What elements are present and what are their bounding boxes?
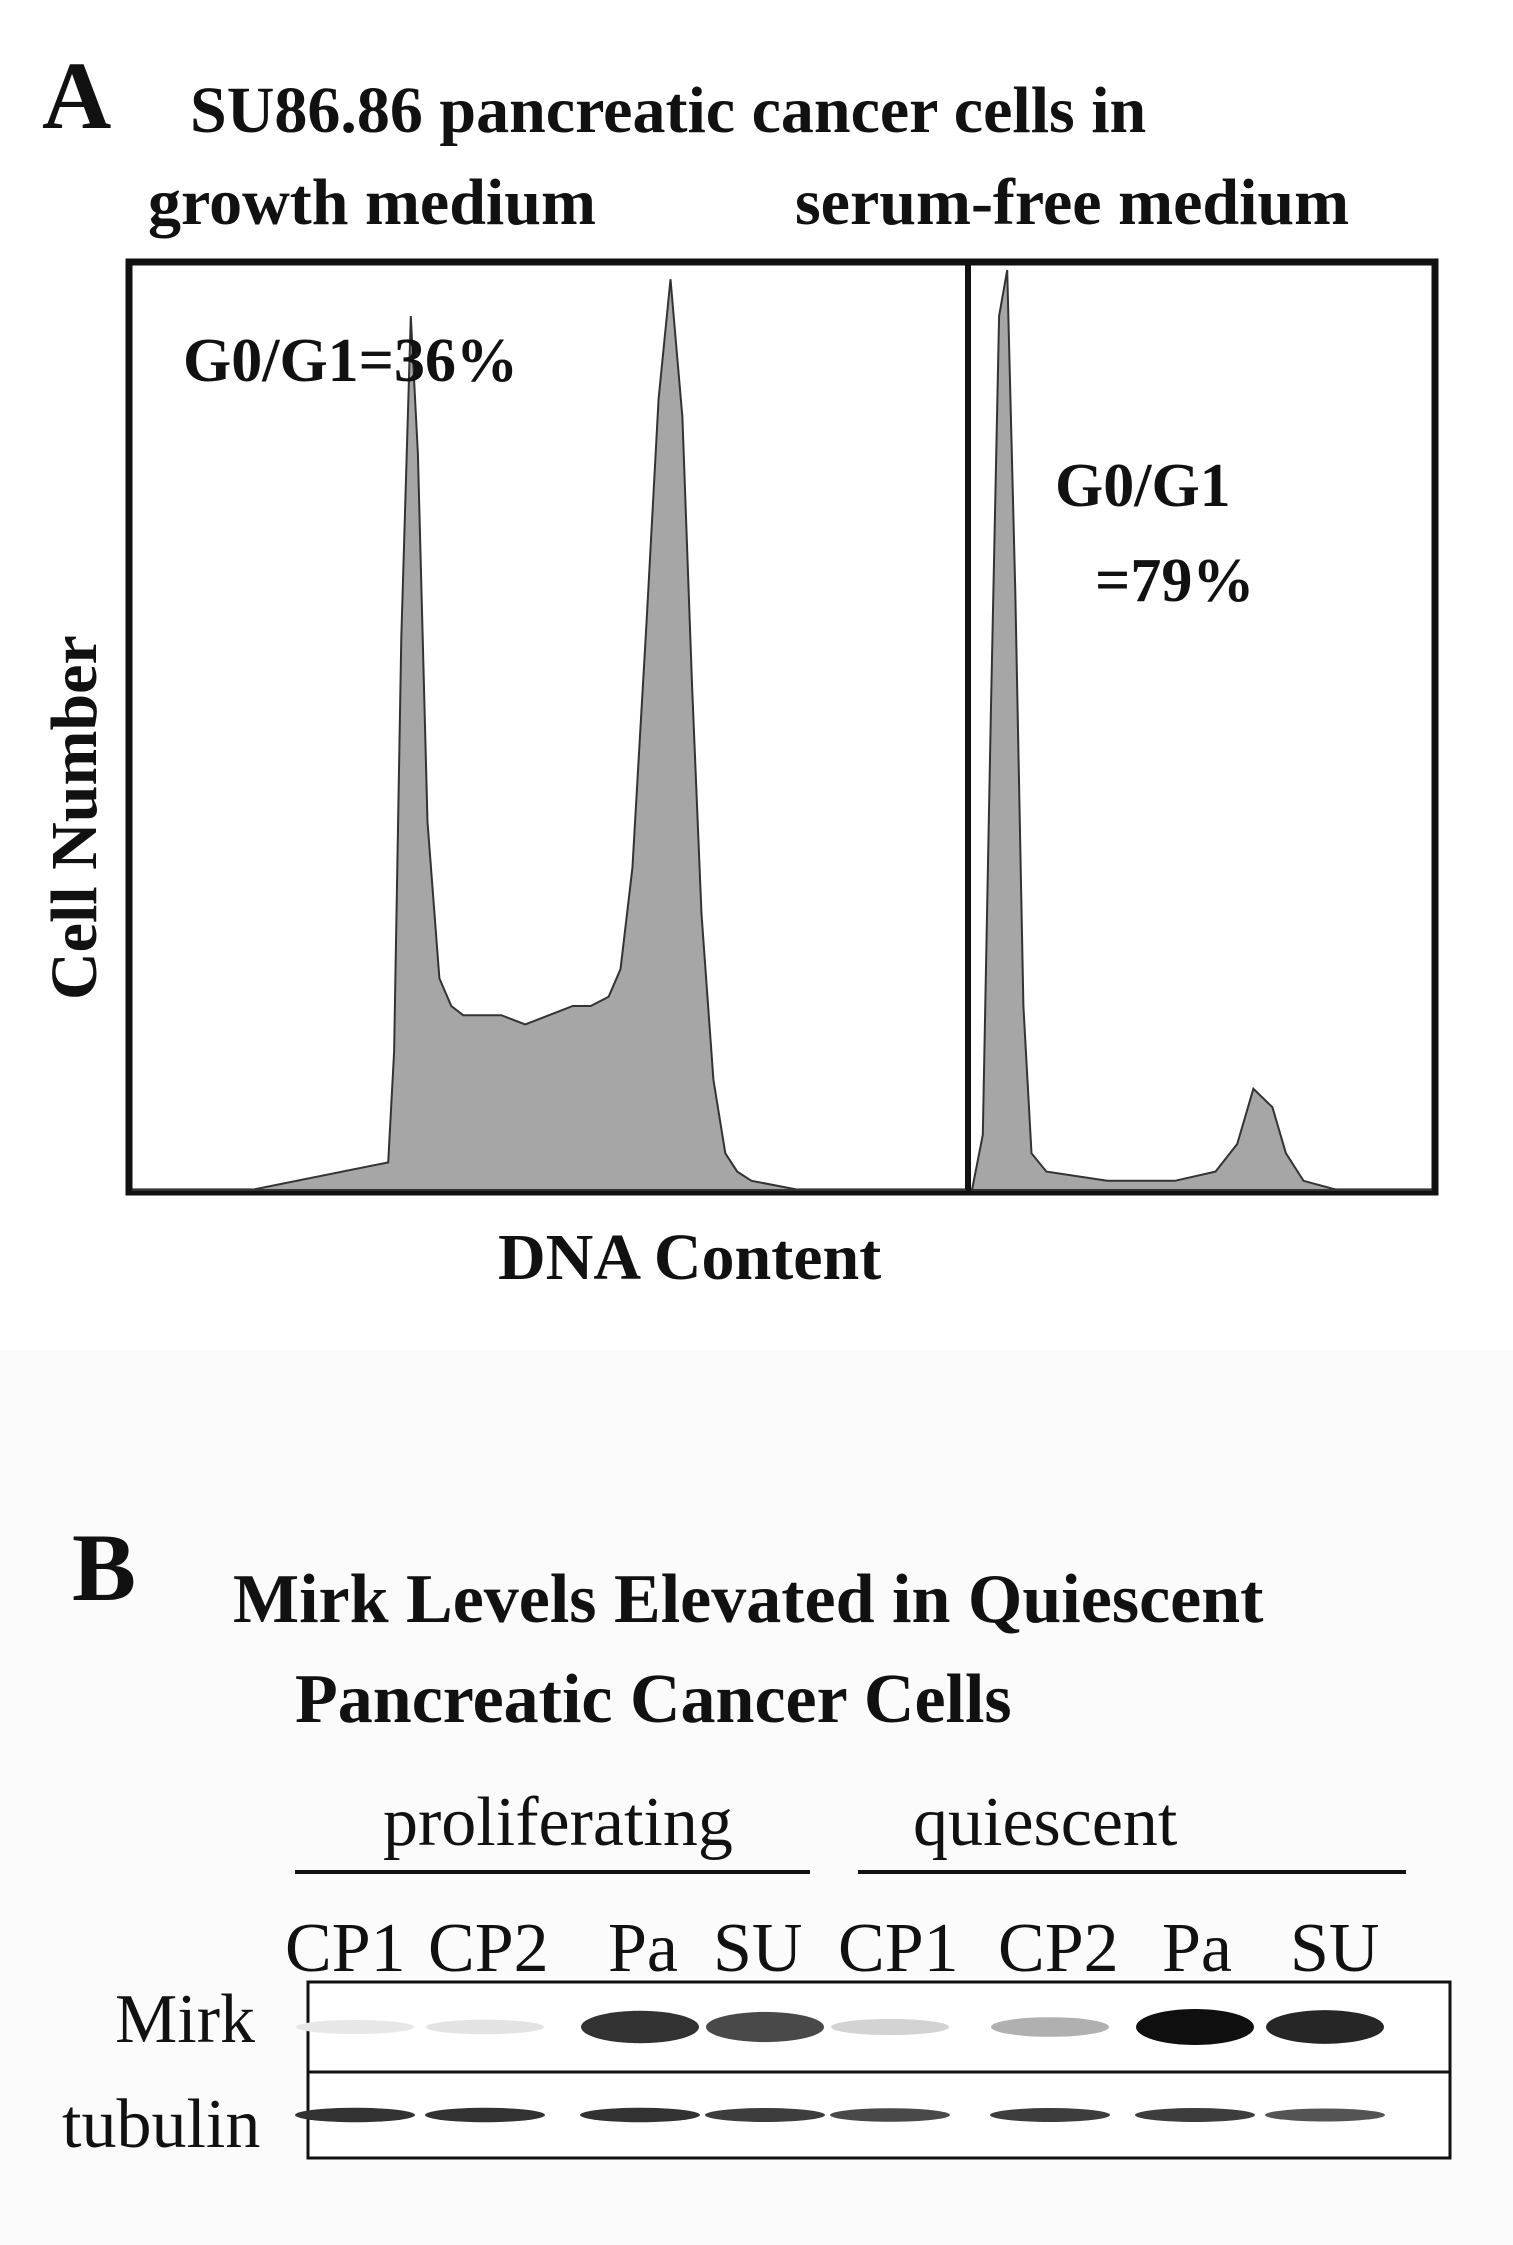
tubulin-bands [295,2107,1385,2123]
panel-a-letter: A [42,42,112,149]
mirk-band [991,2017,1109,2037]
panel-b-title-line2: Pancreatic Cancer Cells [295,1661,1012,1738]
lane-label: Pa [1162,1910,1232,1987]
quiescent-underline [858,1870,1406,1874]
panel-a-subtitle-left: growth medium [148,166,596,239]
row-label-mirk: Mirk [115,1981,255,2058]
lane-label: CP1 [285,1910,406,1987]
annotation-serum-g0g1-label: G0/G1 [1055,452,1231,520]
panel-a-title: SU86.86 pancreatic cancer cells in [190,74,1147,147]
histogram-area-growth-medium [132,279,966,1191]
panel-a-subtitle-right: serum-free medium [795,166,1350,239]
histogram-frame [125,258,1439,1196]
histogram-growth-medium [132,279,966,1191]
lane-label: CP2 [428,1910,549,1987]
lane-label: CP2 [998,1910,1119,1987]
mirk-band [706,2011,824,2043]
tubulin-band [990,2108,1110,2122]
tubulin-band [425,2107,545,2123]
mirk-band [426,2019,544,2035]
lane-label: Pa [608,1910,678,1987]
tubulin-band [580,2107,700,2123]
tubulin-band [1265,2108,1385,2122]
lane-label: SU [713,1910,803,1987]
mirk-band [296,2019,414,2035]
mirk-band [1136,2009,1254,2045]
mirk-band [581,2010,699,2044]
proliferating-underline [295,1870,810,1874]
annotation-serum-g0g1-value: =79% [1095,547,1255,615]
row-label-tubulin: tubulin [62,2086,261,2163]
histogram-chart [125,258,1439,1196]
panel-b-title-line1: Mirk Levels Elevated in Quiescent [233,1561,1264,1638]
x-axis-label: DNA Content [498,1221,882,1294]
mirk-bands [296,2009,1384,2045]
tubulin-band [705,2108,825,2122]
mirk-band [1266,2010,1384,2044]
tubulin-band [830,2108,950,2122]
mirk-band [831,2018,949,2036]
tubulin-band [295,2107,415,2123]
tubulin-band [1135,2108,1255,2122]
lane-label: SU [1290,1910,1380,1987]
group-label-quiescent: quiescent [913,1784,1178,1861]
western-blot [295,1980,1452,2160]
lane-label: CP1 [838,1910,959,1987]
histogram-serum-free [970,269,1432,1191]
annotation-growth-g0g1: G0/G1=36% [183,327,519,395]
histogram-area-serum-free [970,269,1432,1191]
group-label-proliferating: proliferating [383,1784,733,1861]
panel-b-letter: B [72,1514,137,1621]
